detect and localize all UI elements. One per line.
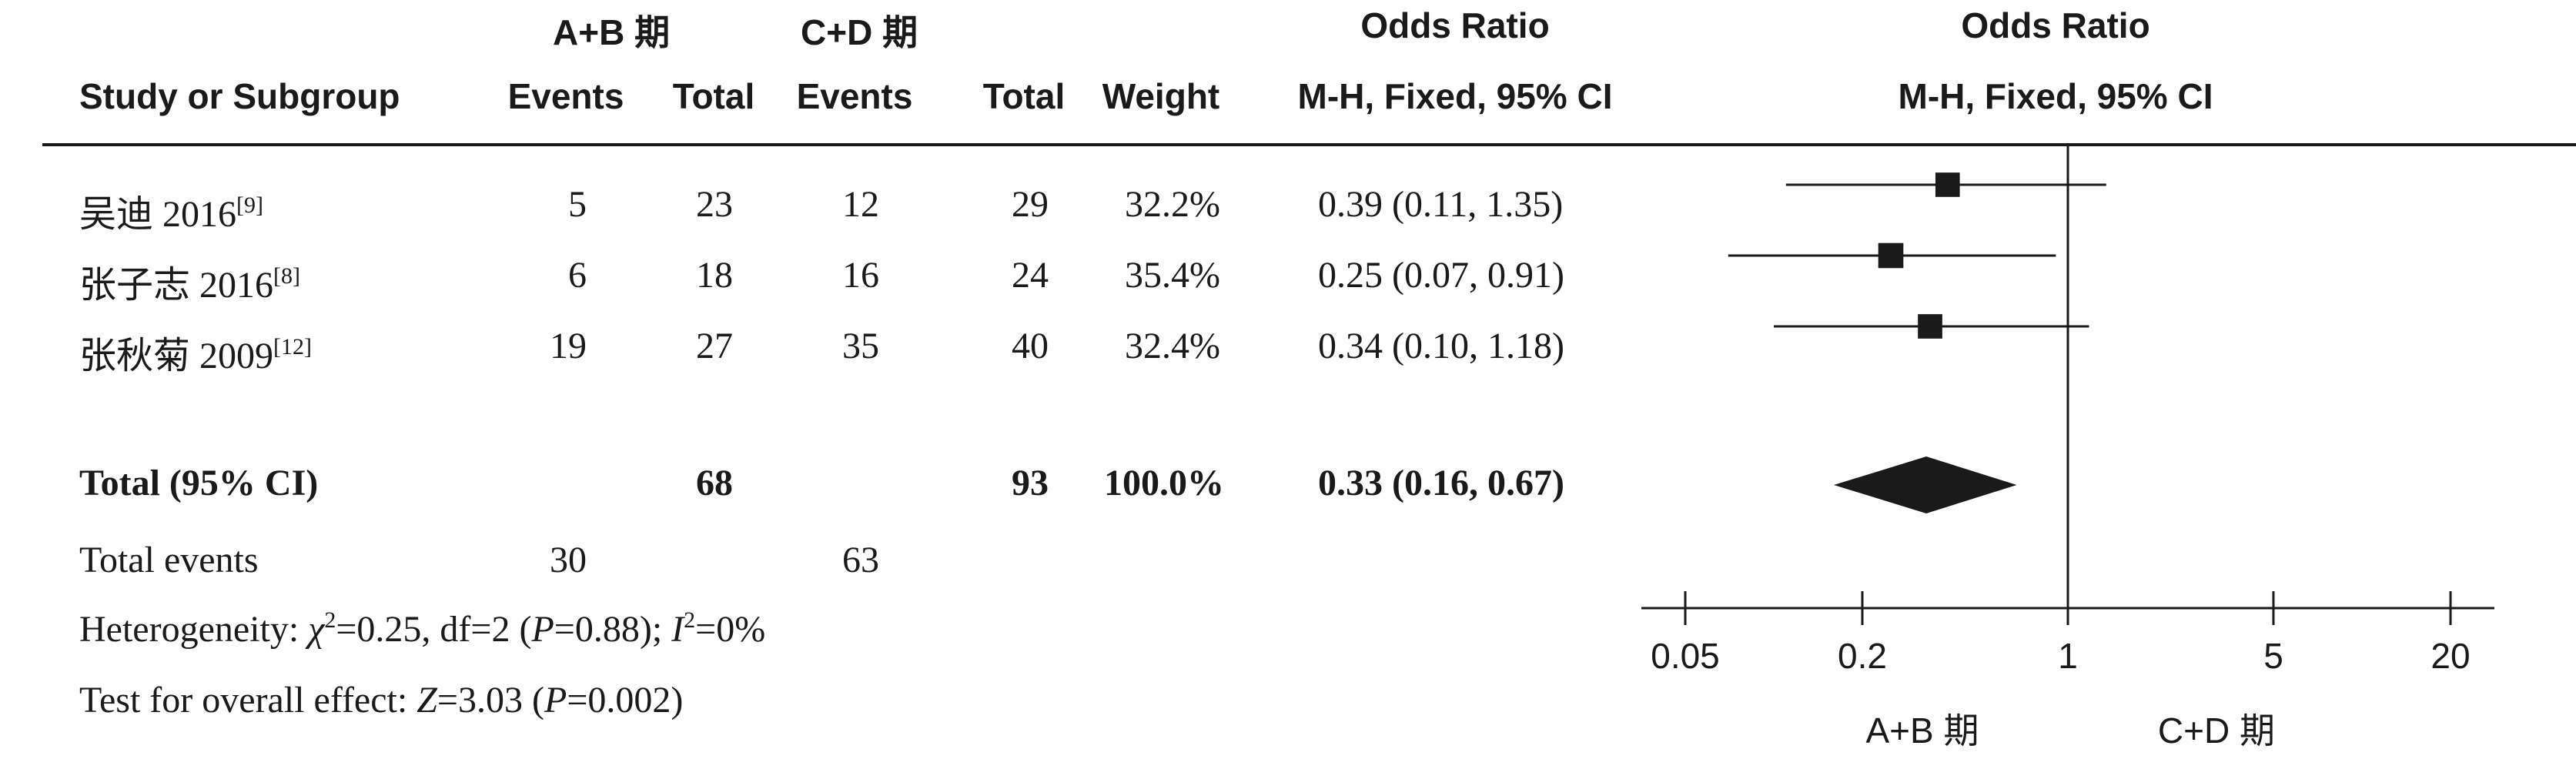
ci-cell: 0.25 (0.07, 0.91) (1318, 255, 1564, 296)
overall-prefix: Test for overall effect: (79, 680, 417, 721)
p-value: =0.88); (554, 609, 672, 650)
group2-header: C+D 期 (801, 12, 918, 52)
weight-cell: 35.4% (1125, 255, 1220, 296)
study-name: 吴迪 2016 (79, 194, 237, 235)
total-weight: 100.0% (1104, 463, 1224, 503)
total-label: Total (95% CI) (79, 463, 319, 503)
forest-marks: 0.05 0.2 1 5 20 A+B 期 C+D 期 (1641, 145, 2494, 751)
col-weight-header: Weight (1102, 76, 1220, 116)
x-tick-label: 5 (2263, 636, 2283, 676)
col-events1-header: Events (507, 76, 624, 116)
total2-cell: 24 (1012, 255, 1049, 296)
overall-effect-text: Test for overall effect: Z=3.03 (P=0.002… (79, 679, 683, 721)
ci-cell: 0.39 (0.11, 1.35) (1318, 184, 1564, 225)
study-label: 张秋菊 2009[12] (79, 325, 312, 379)
group1-header: A+B 期 (553, 12, 671, 52)
or-title: Odds Ratio (1360, 5, 1550, 45)
plot-title: Odds Ratio (1961, 5, 2150, 45)
heterogeneity-text: Heterogeneity: χ2=0.25, df=2 (P=0.88); I… (79, 608, 765, 650)
weight-cell: 32.4% (1125, 326, 1220, 366)
col-study-header: Study or Subgroup (79, 76, 400, 116)
events2-cell: 12 (842, 184, 879, 225)
total-events1: 30 (550, 540, 587, 580)
study-label: 吴迪 2016[9] (79, 183, 263, 237)
x-tick-label: 20 (2430, 636, 2470, 676)
total1-sum: 68 (696, 463, 733, 503)
i-value: =0% (695, 609, 766, 650)
weight-cell: 32.2% (1125, 184, 1220, 225)
total1-cell: 23 (696, 184, 733, 225)
plot-method-header: M-H, Fixed, 95% CI (1898, 76, 2213, 116)
overall-p-value: =0.002) (567, 680, 684, 721)
events1-cell: 6 (568, 255, 587, 296)
events2-cell: 16 (842, 255, 879, 296)
chi-value: =0.25, df=2 ( (336, 609, 532, 650)
total-ci: 0.33 (0.16, 0.67) (1318, 463, 1564, 503)
i-sup: 2 (684, 607, 696, 633)
study-ref: [12] (273, 334, 312, 359)
total2-cell: 29 (1012, 184, 1049, 225)
or-method-header: M-H, Fixed, 95% CI (1297, 76, 1613, 116)
total-events-label: Total events (79, 540, 259, 580)
z-value: =3.03 ( (437, 680, 544, 721)
heterogeneity-prefix: Heterogeneity: (79, 609, 309, 650)
favours-right-label: C+D 期 (2158, 711, 2275, 751)
study-ref: [9] (236, 192, 263, 218)
chi-sup: 2 (324, 607, 336, 633)
col-total1-header: Total (672, 76, 755, 116)
total-events2: 63 (842, 540, 879, 580)
events2-cell: 35 (842, 326, 879, 366)
study-point-square (1935, 172, 1960, 197)
z-symbol: Z (417, 680, 437, 721)
i-symbol: I (671, 609, 684, 650)
chi-symbol: χ (308, 609, 325, 650)
events1-cell: 19 (550, 326, 587, 366)
overall-p-symbol: P (544, 680, 567, 721)
x-tick-label: 0.05 (1651, 636, 1720, 676)
study-point-square (1918, 314, 1942, 339)
study-name: 张子志 2016 (79, 265, 274, 306)
ci-cell: 0.34 (0.10, 1.18) (1318, 326, 1564, 366)
col-total2-header: Total (982, 76, 1066, 116)
favours-left-label: A+B 期 (1865, 711, 1979, 751)
pooled-diamond (1833, 456, 2017, 513)
study-name: 张秋菊 2009 (79, 336, 274, 376)
total2-cell: 40 (1012, 326, 1049, 366)
study-ref: [8] (273, 263, 300, 289)
total2-sum: 93 (1012, 463, 1049, 503)
p-symbol: P (531, 609, 554, 650)
total1-cell: 18 (696, 255, 733, 296)
study-label: 张子志 2016[8] (79, 254, 300, 308)
study-point-square (1878, 242, 1904, 269)
col-events2-header: Events (796, 76, 913, 116)
x-tick-label: 1 (2058, 636, 2078, 676)
total1-cell: 27 (696, 326, 733, 366)
events1-cell: 5 (568, 184, 587, 225)
x-tick-label: 0.2 (1838, 636, 1887, 676)
